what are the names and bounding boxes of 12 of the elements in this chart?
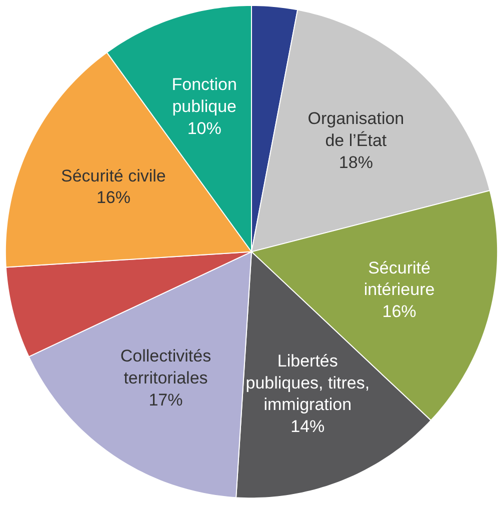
slice-label: Libertés publiques, titres, immigration (246, 352, 370, 414)
data-label: 16% (382, 302, 416, 322)
data-label: 14% (290, 417, 325, 436)
data-label: 10% (187, 118, 222, 138)
slice-label: Sécurité civile (61, 166, 166, 186)
slice-label: Organisation de l’État (308, 109, 404, 150)
slice-label: Fonction publique (172, 75, 237, 116)
slice-label: Collectivités territoriales (120, 346, 212, 388)
data-label: 16% (96, 188, 130, 208)
data-label: 17% (148, 390, 183, 410)
slice-label: Sécurité intérieure (364, 258, 435, 300)
data-label: 18% (338, 152, 373, 172)
